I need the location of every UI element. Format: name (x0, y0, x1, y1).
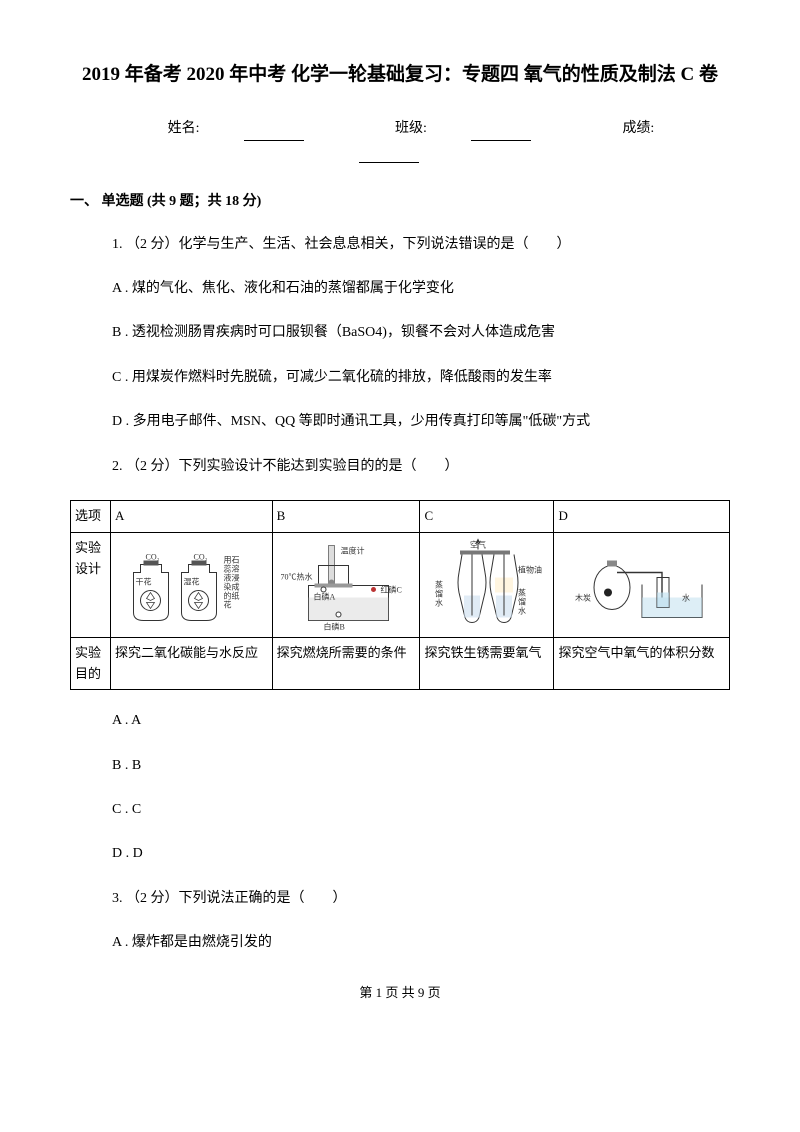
table-row: 实验设计 CO₂ 干花 CO₂ 湿花 (71, 532, 730, 637)
page-title: 2019 年备考 2020 年中考 化学一轮基础复习：专题四 氧气的性质及制法 … (70, 60, 730, 90)
score-blank (359, 148, 419, 163)
info-row: 姓名: 班级: 成绩: (70, 118, 730, 163)
cell-header: D (554, 500, 730, 532)
cell-purpose: 探究铁生锈需要氧气 (420, 637, 554, 690)
q1-choice-c: C . 用煤炭作燃料时先脱硫，可减少二氧化硫的排放，降低酸雨的发生率 (112, 367, 730, 389)
cell-purpose: 探究二氧化碳能与水反应 (111, 637, 273, 690)
cell-diagram-d: 木炭 水 (554, 532, 730, 637)
experiment-table: 选项 A B C D 实验设计 CO₂ 干花 CO₂ (70, 500, 730, 690)
cell-header: C (420, 500, 554, 532)
q2-choice-a: A . A (112, 710, 730, 732)
diagram-d-icon: 木炭 水 (572, 542, 712, 627)
class-label: 班级: (373, 121, 553, 136)
page-footer: 第 1 页 共 9 页 (70, 983, 730, 1004)
cell-header: A (111, 500, 273, 532)
class-blank (471, 126, 531, 141)
svg-text:水: 水 (682, 592, 690, 602)
q2-choice-b: B . B (112, 755, 730, 777)
svg-text:干花: 干花 (136, 576, 152, 586)
q1-choice-a: A . 煤的气化、焦化、液化和石油的蒸馏都属于化学变化 (112, 278, 730, 300)
svg-text:CO₂: CO₂ (194, 552, 208, 561)
table-row: 实验目的 探究二氧化碳能与水反应 探究燃烧所需要的条件 探究铁生锈需要氧气 探究… (71, 637, 730, 690)
svg-text:植物油: 植物油 (518, 564, 542, 574)
diagram-a-icon: CO₂ 干花 CO₂ 湿花 用石蕊溶液浸染成的纸花 (124, 542, 259, 627)
svg-text:CO₂: CO₂ (146, 552, 160, 561)
q1-choice-d: D . 多用电子邮件、MSN、QQ 等即时通讯工具，少用传真打印等属"低碳"方式 (112, 411, 730, 433)
svg-text:蒸馏水: 蒸馏水 (518, 587, 526, 615)
svg-text:温度计: 温度计 (341, 545, 365, 555)
section-header: 一、 单选题 (共 9 题；共 18 分) (70, 191, 730, 213)
q2-choice-c: C . C (112, 799, 730, 821)
q2-choice-d: D . D (112, 843, 730, 865)
q3-stem: 3. （2 分）下列说法正确的是（ ） (112, 888, 730, 910)
svg-text:白磷A: 白磷A (314, 591, 336, 601)
name-blank (244, 126, 304, 141)
table-row: 选项 A B C D (71, 500, 730, 532)
q1-stem: 1. （2 分）化学与生产、生活、社会息息相关，下列说法错误的是（ ） (112, 234, 730, 256)
svg-text:木炭: 木炭 (575, 592, 591, 602)
cell-diagram-c: 空气 蒸馏水 植物油 蒸馏水 (420, 532, 554, 637)
cell-diagram-a: CO₂ 干花 CO₂ 湿花 用石蕊溶液浸染成的纸花 (111, 532, 273, 637)
svg-text:白磷B: 白磷B (324, 621, 345, 631)
svg-text:蒸馏水: 蒸馏水 (435, 579, 443, 607)
name-label: 姓名: (146, 121, 326, 136)
cell-purpose: 探究空气中氧气的体积分数 (554, 637, 730, 690)
cell-rowhead: 实验设计 (71, 532, 111, 637)
q1-choice-b: B . 透视检测肠胃疾病时可口服钡餐（BaSO4)，钡餐不会对人体造成危害 (112, 322, 730, 344)
cell-diagram-b: 温度计 70℃热水 白磷A 白磷B 红磷C (272, 532, 420, 637)
diagram-c-icon: 空气 蒸馏水 植物油 蒸馏水 (432, 537, 542, 632)
cell-purpose: 探究燃烧所需要的条件 (272, 637, 420, 690)
svg-text:红磷C: 红磷C (381, 584, 402, 594)
q3-choice-a: A . 爆炸都是由燃烧引发的 (112, 932, 730, 954)
cell-header: 选项 (71, 500, 111, 532)
svg-text:湿花: 湿花 (184, 576, 200, 586)
svg-text:用石蕊溶液浸染成的纸花: 用石蕊溶液浸染成的纸花 (224, 555, 240, 609)
q2-stem: 2. （2 分）下列实验设计不能达到实验目的的是（ ） (112, 456, 730, 478)
diagram-b-icon: 温度计 70℃热水 白磷A 白磷B 红磷C (279, 537, 414, 632)
svg-text:70℃热水: 70℃热水 (281, 571, 313, 581)
cell-rowhead: 实验目的 (71, 637, 111, 690)
cell-header: B (272, 500, 420, 532)
